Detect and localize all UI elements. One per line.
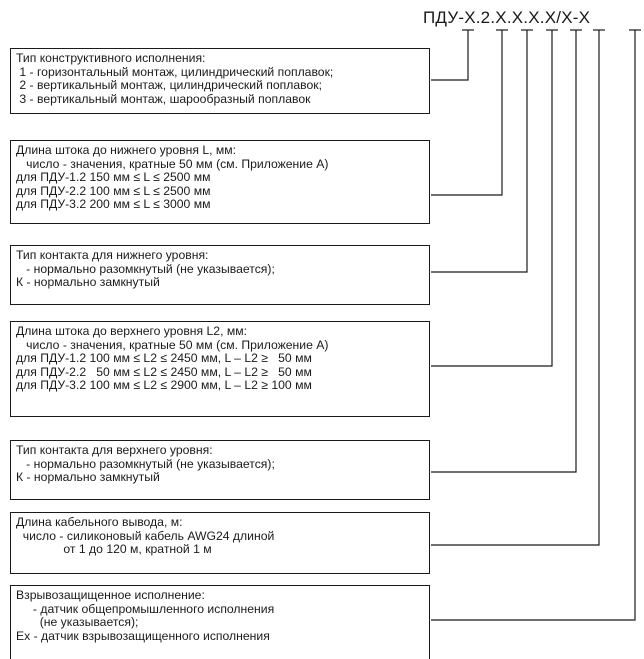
- box-lower-level-length: Длина штока до нижнего уровня L, мм: чис…: [10, 140, 430, 224]
- box-line: для ПДУ-2.2 50 мм ≤ L2 ≤ 2450 мм, L – L2…: [16, 364, 312, 379]
- box-line: - датчик общепромышленного исполнения: [16, 601, 275, 616]
- box-line: Тип контакта для нижнего уровня:: [16, 248, 209, 262]
- code-slash: /: [556, 8, 562, 27]
- code-dash: -: [572, 8, 579, 27]
- box-line: для ПДУ-3.2 200 мм ≤ L ≤ 3000 мм: [16, 197, 211, 212]
- box-line: Длина кабельного вывода, м:: [16, 515, 183, 529]
- code-var-contact-high: Х: [544, 8, 557, 27]
- box-line: Ех - датчик взрывозащищенного исполнения: [16, 628, 270, 643]
- code-var-ex: Х: [578, 8, 591, 27]
- box-upper-level-length: Длина штока до верхнего уровня L2, мм: ч…: [10, 321, 430, 417]
- code-sep: .: [475, 8, 481, 27]
- box-line: 3 - вертикальный монтаж, шарообразный по…: [16, 91, 311, 106]
- box-line: - нормально разомкнутый (не указывается)…: [16, 261, 275, 276]
- box-upper-contact-type: Тип контакта для верхнего уровня: - норм…: [10, 440, 430, 500]
- code-var-contact-low: Х: [511, 8, 524, 27]
- code-sep: .: [523, 8, 529, 27]
- box-line: Взрывозащищенное исполнение:: [16, 588, 205, 602]
- code-var-cable: Х: [561, 8, 573, 27]
- box-line: К - нормально замкнутый: [16, 275, 160, 290]
- code-var-length-l2: Х: [528, 8, 540, 27]
- code-fixed-2: 2: [480, 8, 491, 27]
- box-line: (не указывается);: [16, 615, 139, 630]
- box-cable-length: Длина кабельного вывода, м: число - сили…: [10, 512, 430, 574]
- box-line: для ПДУ-2.2 100 мм ≤ L ≤ 2500 мм: [16, 183, 211, 198]
- code-sep: .: [506, 8, 512, 27]
- box-line: Длина штока до верхнего уровня L2, мм:: [16, 324, 247, 338]
- product-code: ПДУ-Х.2.Х.Х.Х.Х/Х-Х: [423, 6, 590, 30]
- box-construction-type: Тип конструктивного исполнения: 1 - гори…: [10, 48, 430, 114]
- box-line: для ПДУ-3.2 100 мм ≤ L2 ≤ 2900 мм, L – L…: [16, 378, 312, 393]
- box-line: для ПДУ-1.2 100 мм ≤ L2 ≤ 2450 мм, L – L…: [16, 351, 312, 366]
- box-lower-contact-type: Тип контакта для нижнего уровня: - норма…: [10, 245, 430, 305]
- code-prefix: ПДУ-: [423, 8, 465, 27]
- box-line: для ПДУ-1.2 150 мм ≤ L ≤ 2500 мм: [16, 170, 211, 185]
- code-var-length-l: Х: [495, 8, 507, 27]
- code-sep: .: [539, 8, 545, 27]
- box-line: 2 - вертикальный монтаж, цилиндрический …: [16, 78, 322, 93]
- box-line: Тип конструктивного исполнения:: [16, 51, 206, 65]
- code-sep: .: [490, 8, 496, 27]
- box-line: от 1 до 120 м, кратной 1 м: [16, 542, 212, 557]
- box-line: число - силиконовый кабель AWG24 длиной: [16, 528, 275, 543]
- box-explosion-proof: Взрывозащищенное исполнение: - датчик об…: [10, 585, 430, 659]
- box-line: Длина штока до нижнего уровня L, мм:: [16, 143, 237, 157]
- box-line: К - нормально замкнутый: [16, 470, 160, 485]
- box-line: число - значения, кратные 50 мм (см. При…: [16, 156, 329, 171]
- code-var-type: Х: [464, 8, 476, 27]
- box-line: Тип контакта для верхнего уровня:: [16, 443, 213, 457]
- box-line: число - значения, кратные 50 мм (см. При…: [16, 337, 329, 352]
- box-line: 1 - горизонтальный монтаж, цилиндрически…: [16, 64, 334, 79]
- box-line: - нормально разомкнутый (не указывается)…: [16, 456, 275, 471]
